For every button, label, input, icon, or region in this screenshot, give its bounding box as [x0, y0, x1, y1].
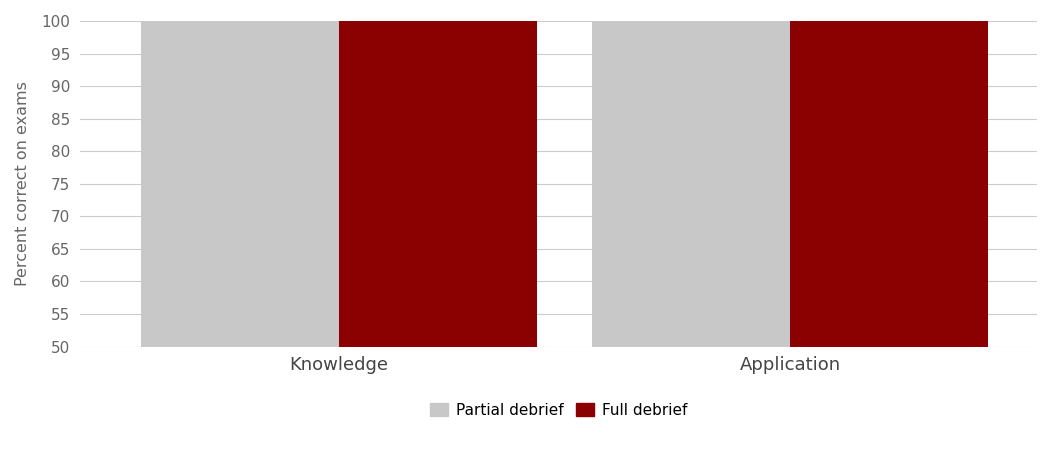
Bar	[141, 0, 339, 347]
Y-axis label: Percent correct on exams: Percent correct on exams	[15, 82, 31, 286]
Bar	[592, 0, 790, 347]
Bar	[790, 0, 988, 347]
Legend: Partial debrief, Full debrief: Partial debrief, Full debrief	[430, 403, 687, 418]
Bar	[339, 0, 537, 347]
